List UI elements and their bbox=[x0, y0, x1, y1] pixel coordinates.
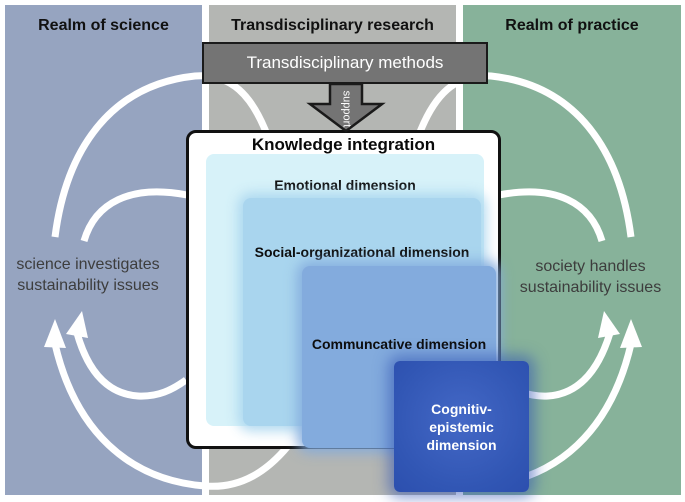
realm-of-practice-title: Realm of practice bbox=[505, 17, 639, 34]
cognitiv-epistemic-dimension-label: Cognitiv-epistemic dimension bbox=[426, 400, 497, 453]
communcative-dimension-level: Communcative dimension Cognitiv-epistemi… bbox=[302, 266, 529, 492]
communcative-dimension-label: Communcative dimension bbox=[311, 336, 487, 352]
emotional-dimension-level: Emotional dimension Social-organizationa… bbox=[206, 154, 529, 492]
knowledge-integration-box: Knowledge integration Emotional dimensio… bbox=[186, 130, 529, 492]
transdisciplinary-research-title: Transdisciplinary research bbox=[231, 17, 434, 34]
social-organizational-dimension-label: Social-organizational dimension bbox=[254, 244, 470, 260]
realm-of-science-band: Realm of science bbox=[5, 5, 202, 495]
social-organizational-dimension-level: Social-organizational dimension Communca… bbox=[243, 198, 529, 492]
support-label: support bbox=[340, 90, 353, 128]
emotional-dimension-label: Emotional dimension bbox=[274, 177, 416, 193]
cognitiv-epistemic-dimension-level: Cognitiv-epistemic dimension bbox=[394, 361, 529, 492]
realm-of-science-title: Realm of science bbox=[38, 17, 169, 34]
practice-caption: society handles sustainability issues bbox=[519, 258, 662, 296]
transdisciplinary-methods-label: Transdisciplinary methods bbox=[246, 53, 444, 72]
transdisciplinary-methods-box: Transdisciplinary methods bbox=[202, 42, 488, 84]
knowledge-integration-title: Knowledge integration bbox=[251, 135, 436, 154]
science-caption: science investigates sustainability issu… bbox=[16, 256, 160, 294]
